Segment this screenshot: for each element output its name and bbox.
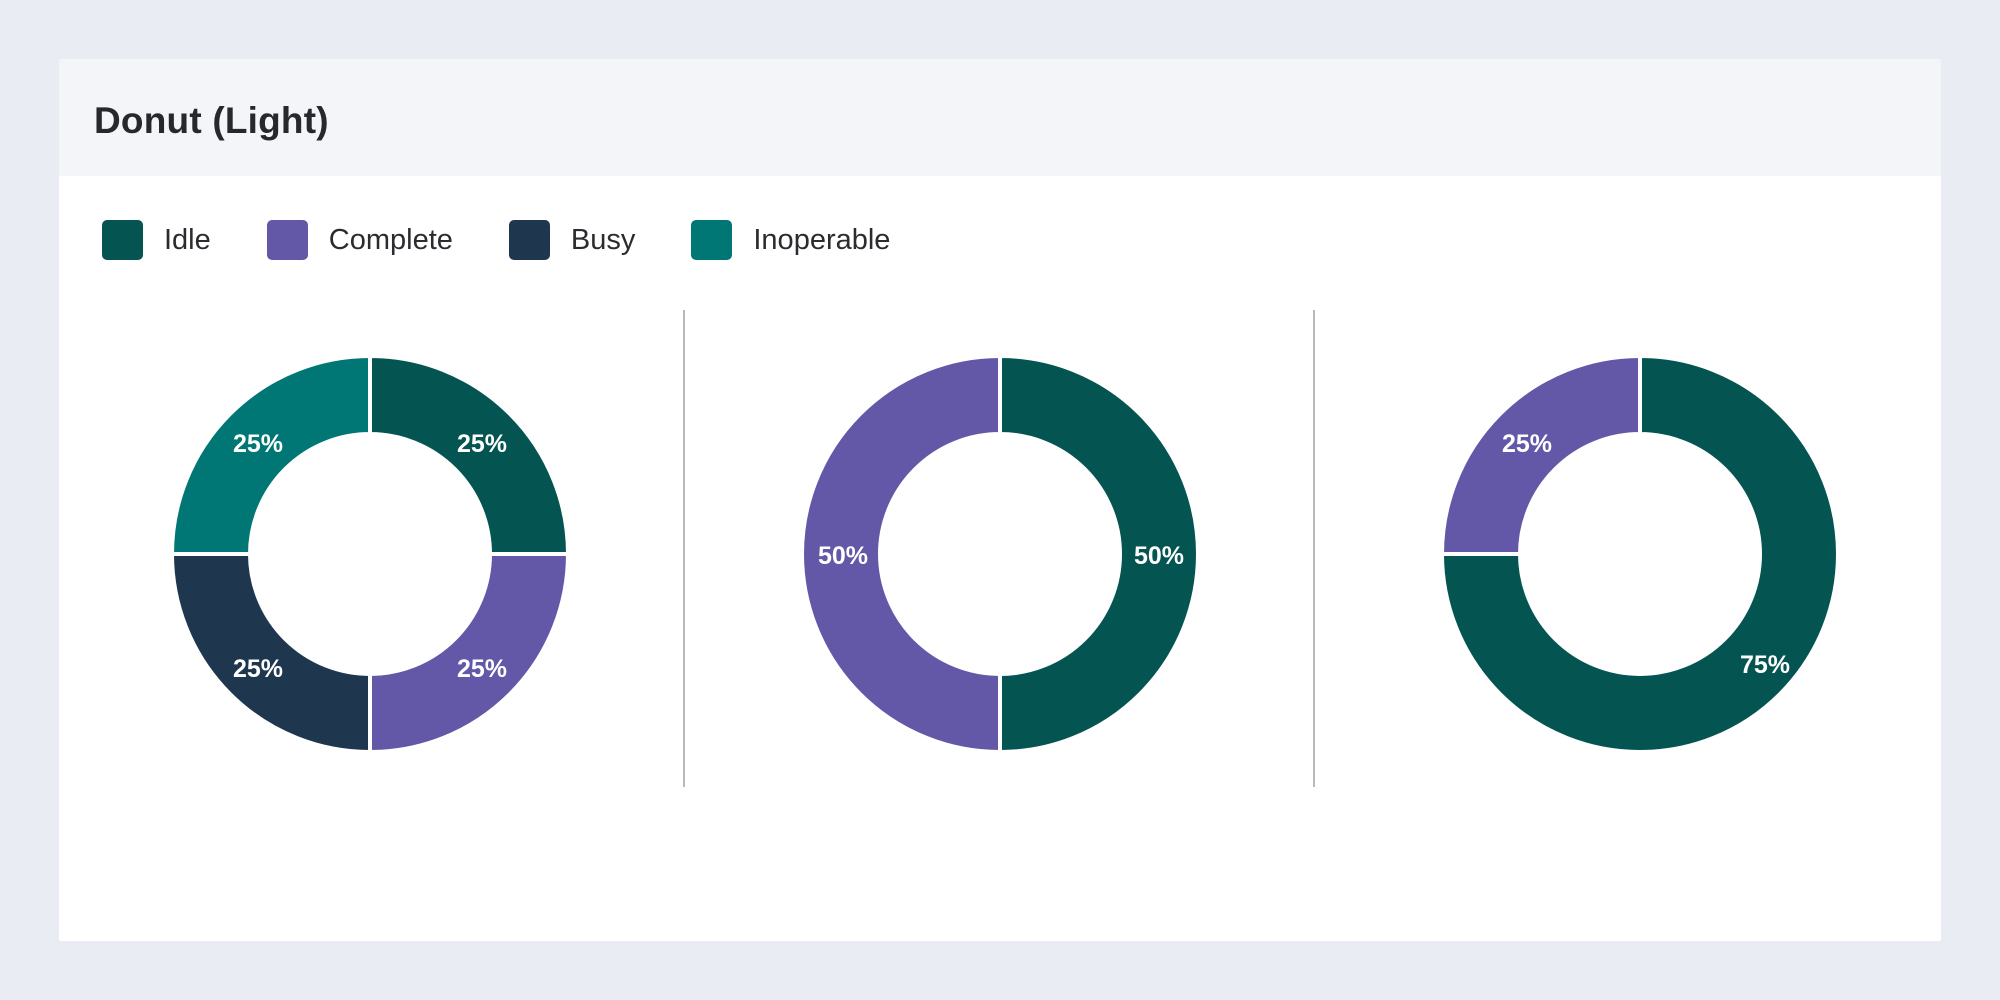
slice-label: 25% — [1502, 430, 1552, 458]
legend-label: Complete — [328, 224, 453, 256]
legend-label: Busy — [570, 224, 636, 256]
chart-card: Donut (Light) Idle Complete Busy Inopera… — [59, 59, 1941, 941]
slice-label: 50% — [818, 542, 868, 570]
legend-item-inoperable[interactable]: Inoperable — [691, 220, 890, 260]
donut-slice-complete[interactable] — [368, 552, 571, 755]
legend-label: Inoperable — [753, 224, 891, 256]
donut-slice-idle[interactable] — [998, 353, 1200, 755]
donut-slice-idle[interactable] — [368, 353, 571, 556]
donut-chart-2: 50% 50% — [800, 353, 1200, 755]
card-header: Donut (Light) — [59, 59, 1941, 176]
slice-label: 50% — [1134, 542, 1184, 570]
donut-chart-3: 75% 25% — [1439, 353, 1840, 754]
slice-label: 25% — [457, 430, 507, 458]
chart-divider — [683, 310, 685, 787]
slice-label: 25% — [233, 655, 283, 683]
chart-legend: Idle Complete Busy Inoperable — [102, 219, 946, 261]
legend-swatch-busy — [508, 220, 550, 260]
chart-divider — [1313, 310, 1315, 787]
donut-slice-complete[interactable] — [800, 353, 1002, 755]
donut-slice-busy[interactable] — [169, 552, 372, 755]
slice-label: 25% — [457, 655, 507, 683]
donut-slice-complete[interactable] — [1439, 353, 1642, 556]
legend-swatch-inoperable — [691, 220, 733, 260]
slice-label: 75% — [1740, 651, 1790, 679]
slice-label: 25% — [233, 430, 283, 458]
donut-charts: 25% 25% 25% 25% 50% 50% 75% 25% — [169, 353, 1840, 755]
legend-item-complete[interactable]: Complete — [266, 220, 453, 260]
legend-swatch-idle — [102, 220, 143, 260]
legend-label: Idle — [164, 224, 211, 256]
donut-slice-idle[interactable] — [1439, 353, 1840, 754]
legend-swatch-complete — [266, 220, 308, 260]
donut-slice-inoperable[interactable] — [169, 353, 372, 556]
legend-item-idle[interactable]: Idle — [102, 220, 211, 260]
donut-chart-1: 25% 25% 25% 25% — [169, 353, 571, 755]
card-title: Donut (Light) — [94, 100, 329, 141]
legend-item-busy[interactable]: Busy — [508, 220, 636, 260]
